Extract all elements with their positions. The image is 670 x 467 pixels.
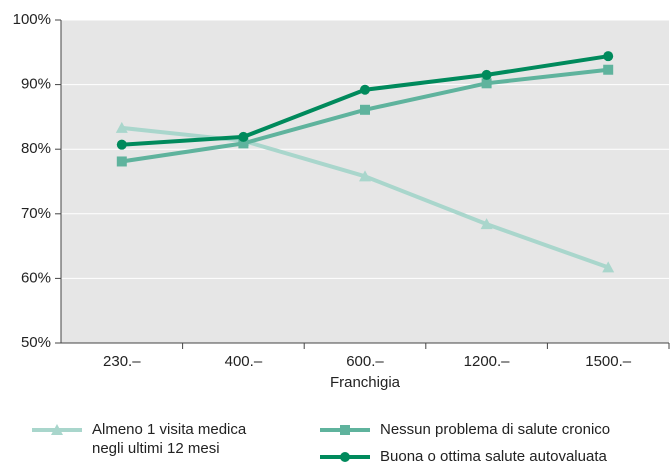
x-tick-label: 230.–	[103, 353, 141, 370]
legend-label: Nessun problema di salute cronico	[380, 421, 611, 438]
legend-swatch	[320, 452, 370, 462]
x-tick-label: 1500.–	[585, 353, 632, 370]
legend-swatch	[32, 424, 82, 435]
data-point	[603, 64, 614, 75]
plot-area	[61, 20, 669, 343]
data-point	[238, 138, 249, 149]
y-tick-label: 50%	[21, 334, 51, 351]
data-point	[116, 156, 127, 167]
data-point	[481, 69, 492, 80]
data-point	[359, 170, 371, 182]
legend-item: Buona o ottima salute autovaluata	[318, 447, 670, 466]
y-tick-label: 70%	[21, 205, 51, 222]
legend-marker	[51, 424, 63, 435]
data-point	[238, 131, 249, 142]
legend-item: Nessun problema di salute cronico	[318, 420, 670, 439]
data-point	[480, 218, 493, 230]
data-point	[360, 104, 370, 115]
legend-label: Buona o ottima salute autovaluata	[380, 448, 607, 465]
y-tick-label: 100%	[13, 11, 51, 28]
data-point	[602, 261, 615, 273]
data-point	[116, 139, 127, 150]
x-tick-label: 1200.–	[464, 353, 511, 370]
x-tick-label: 600.–	[346, 353, 384, 370]
y-tick-label: 80%	[21, 140, 51, 157]
y-tick-label: 90%	[21, 76, 51, 93]
legend-swatch	[320, 425, 370, 435]
data-point	[603, 51, 614, 62]
legend-item: Almeno 1 visita medica negli ultimi 12 m…	[30, 420, 282, 458]
legend-marker	[340, 425, 350, 435]
legend-label: Almeno 1 visita medica negli ultimi 12 m…	[92, 421, 247, 457]
data-point	[360, 84, 370, 95]
data-point	[481, 78, 492, 89]
y-tick-label: 60%	[21, 269, 51, 286]
data-point	[115, 121, 128, 133]
x-axis-label: Franchigia	[330, 374, 401, 391]
x-tick-label: 400.–	[225, 353, 263, 370]
legend-marker	[340, 452, 350, 462]
